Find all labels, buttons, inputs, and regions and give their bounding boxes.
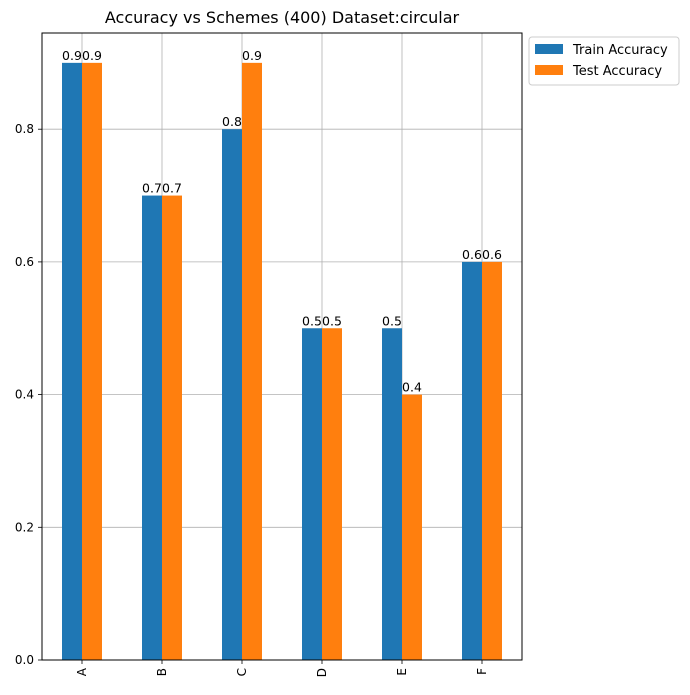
bar [82, 62, 102, 661]
legend-swatch [535, 44, 563, 54]
bar [322, 328, 342, 660]
bar [382, 328, 402, 660]
y-tick-label: 0.6 [15, 255, 34, 269]
x-tick-label: D [315, 668, 329, 677]
bar [62, 62, 82, 661]
legend-box [528, 36, 680, 86]
bar [162, 195, 182, 661]
bar-value-label: 0.5 [322, 313, 342, 328]
x-tick-label: C [235, 668, 249, 676]
bar-value-label: 0.7 [162, 181, 182, 196]
legend: Train Accuracy Test Accuracy [528, 36, 680, 86]
x-tick-label: B [155, 668, 169, 676]
y-tick-label: 0.4 [15, 388, 34, 402]
legend-swatch [535, 65, 563, 75]
bar-value-label: 0.4 [402, 380, 422, 395]
grid-layer [42, 33, 522, 661]
bar-value-label: 0.9 [242, 48, 262, 63]
bar [402, 394, 422, 660]
bar-value-label: 0.6 [482, 247, 502, 262]
bar-value-label: 0.6 [462, 247, 482, 262]
y-tick-label: 0.8 [15, 122, 34, 136]
bar-value-label: 0.9 [62, 48, 82, 63]
bar-value-label: 0.5 [302, 313, 322, 328]
plot-frame [41, 32, 523, 661]
bar [482, 261, 502, 660]
bar-value-label: 0.5 [382, 313, 402, 328]
data-labels-layer: 0.90.70.80.5 0.50.60.90.70.90.50.40.6 [62, 48, 502, 395]
y-tick-label: 0.0 [15, 653, 34, 667]
x-tick-label: F [475, 668, 489, 675]
legend-label: Train Accuracy [572, 43, 668, 58]
x-tick-label: A [75, 667, 89, 676]
bar [242, 62, 262, 661]
legend-label: Test Accuracy [572, 64, 662, 79]
bars-layer [62, 62, 502, 661]
bar-value-label: 0.7 [142, 181, 162, 196]
bar [222, 129, 242, 660]
y-tick-label: 0.2 [15, 520, 34, 534]
bar [302, 328, 322, 660]
bar [462, 261, 482, 660]
chart-title: Accuracy vs Schemes (400) Dataset:circul… [105, 8, 460, 27]
bar [142, 195, 162, 661]
axes-layer: 0.0 0.2 0.4 0.6 0.8 A B C D E F [15, 122, 489, 677]
bar-value-label: 0.9 [82, 48, 102, 63]
x-tick-label: E [395, 668, 409, 676]
bar-value-label: 0.8 [222, 114, 242, 129]
